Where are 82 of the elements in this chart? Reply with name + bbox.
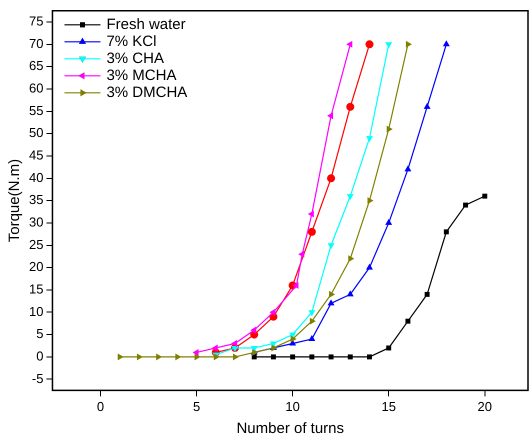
point [212, 344, 218, 352]
point [406, 40, 412, 48]
point [156, 353, 162, 360]
point [309, 354, 314, 360]
x-axis-title: Number of turns [236, 420, 344, 438]
point [348, 255, 354, 262]
point [327, 112, 334, 120]
point [292, 282, 298, 289]
point [386, 126, 393, 133]
y-tick-label: 20 [28, 259, 44, 274]
x-tick-label: 15 [381, 398, 396, 414]
x-tick-label: 0 [96, 398, 104, 414]
point [328, 299, 335, 306]
point [366, 136, 373, 142]
point [328, 243, 335, 250]
y-tick-label: 70 [28, 36, 44, 51]
point [194, 353, 201, 360]
legend-label: 7% KCl [106, 32, 156, 50]
point [346, 40, 352, 48]
y-tick-label: 60 [28, 80, 44, 96]
point [290, 354, 296, 360]
y-tick-label: 55 [28, 102, 44, 118]
point [270, 354, 276, 360]
x-tick-label: 10 [285, 398, 300, 414]
point [346, 194, 354, 200]
point [308, 228, 316, 236]
point [424, 102, 431, 109]
point [348, 354, 353, 360]
point [252, 354, 257, 360]
point [269, 308, 276, 316]
legend-label: 3% DMCHA [106, 84, 188, 101]
x-tick-label: 5 [192, 398, 200, 414]
y-tick-label: 40 [28, 170, 44, 185]
y-tick-label: 45 [28, 148, 44, 163]
point [192, 348, 199, 356]
point [328, 354, 334, 360]
point [327, 174, 336, 182]
point [308, 210, 314, 218]
legend-label: Fresh water [106, 16, 186, 33]
y-tick-label: 30 [28, 214, 44, 230]
point [308, 310, 316, 316]
x-tick-label: 20 [478, 398, 492, 414]
y-tick-label: 10 [28, 304, 44, 319]
point [175, 353, 182, 360]
point [346, 290, 354, 296]
point [385, 218, 392, 225]
point [365, 40, 374, 48]
legend-label: 3% CHA [106, 50, 164, 67]
point [404, 165, 412, 172]
y-tick-label: 50 [28, 125, 44, 140]
point [367, 354, 372, 360]
y-tick-label: 15 [28, 281, 44, 296]
y-tick-label: 5 [36, 326, 44, 342]
legend-label: 3% MCHA [106, 66, 176, 84]
point [329, 290, 336, 298]
y-tick-label: -5 [32, 370, 44, 386]
point [118, 353, 124, 360]
point [444, 229, 449, 234]
y-tick-label: 25 [28, 236, 44, 252]
point [386, 346, 392, 350]
point [385, 42, 392, 48]
point [310, 318, 316, 325]
point [366, 264, 373, 270]
y-axis-title: Torque(N.m) [6, 158, 24, 242]
point [232, 353, 239, 360]
point [250, 326, 256, 334]
point [290, 336, 297, 343]
point [482, 194, 488, 199]
point [367, 197, 374, 204]
y-tick-label: 0 [36, 348, 44, 364]
point [230, 340, 237, 347]
point [136, 353, 143, 360]
point [463, 202, 468, 208]
point [442, 40, 450, 46]
point [346, 102, 354, 111]
point [405, 318, 410, 324]
y-tick-label: 75 [28, 14, 44, 29]
point [298, 250, 304, 258]
y-tick-label: 65 [28, 58, 44, 74]
y-tick-label: 35 [28, 192, 44, 208]
point [308, 335, 316, 342]
point [424, 292, 430, 297]
